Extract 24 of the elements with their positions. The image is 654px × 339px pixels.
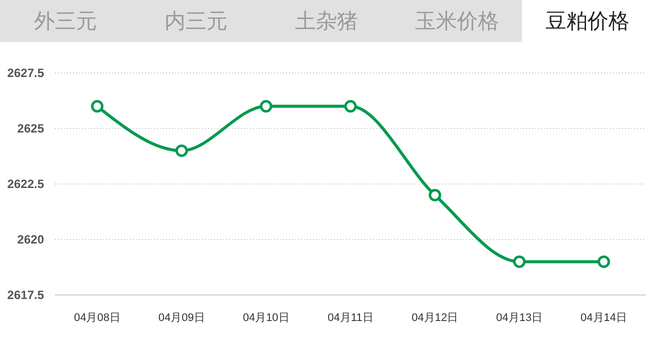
y-tick-label: 2617.5 xyxy=(7,288,44,302)
point xyxy=(344,100,357,113)
x-tick-label: 04月11日 xyxy=(328,312,374,324)
x-tick-label: 04月10日 xyxy=(242,312,290,324)
text: 内三元 xyxy=(164,10,228,33)
text: 土杂猪 xyxy=(294,10,358,33)
y-tick-label: 2622.5 xyxy=(7,177,44,191)
x-tick-label: 04月13日 xyxy=(496,312,543,324)
y-tick-label: 2620 xyxy=(17,232,44,246)
y-tick-label: 2627.5 xyxy=(7,66,44,80)
y-tick-label: 2625 xyxy=(17,122,44,136)
point xyxy=(513,255,526,268)
point xyxy=(90,100,104,113)
text: 玉米价格 xyxy=(414,10,499,33)
x-tick-label: 04月08日 xyxy=(74,312,120,324)
x-tick-label: 04月14日 xyxy=(580,312,628,324)
text: 豆粕价格 xyxy=(545,10,630,33)
point xyxy=(175,144,188,157)
point xyxy=(428,188,442,202)
text: 外三元 xyxy=(34,10,97,33)
point xyxy=(598,255,610,268)
x-tick-label: 04月09日 xyxy=(158,312,205,324)
point xyxy=(260,100,272,113)
x-tick-label: 04月12日 xyxy=(412,312,458,324)
